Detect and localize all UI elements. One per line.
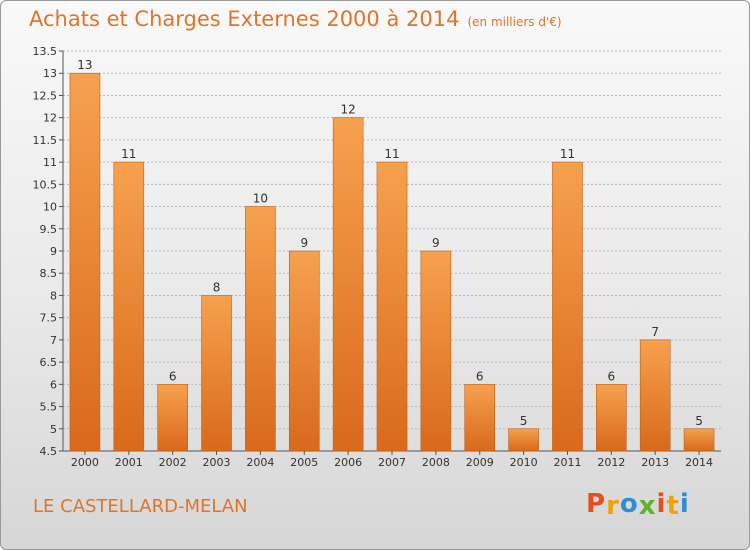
x-tick-label: 2009 <box>466 456 494 469</box>
bar <box>113 161 145 452</box>
bar-value-label: 7 <box>651 325 659 339</box>
chart-subtitle: (en milliers d'€) <box>467 15 562 29</box>
bar-value-label: 13 <box>77 58 92 72</box>
x-tick-label: 2010 <box>510 456 538 469</box>
bar-value-label: 9 <box>300 236 308 250</box>
chart-title-text: Achats et Charges Externes 2000 à 2014 <box>29 7 460 31</box>
bar <box>420 250 452 452</box>
x-tick-label: 2001 <box>115 456 143 469</box>
commune-name: LE CASTELLARD-MELAN <box>33 496 248 517</box>
bar-value-label: 9 <box>432 236 440 250</box>
bar <box>332 117 364 452</box>
y-tick-label: 13.5 <box>33 45 58 58</box>
y-tick-label: 8 <box>50 289 57 302</box>
y-tick-label: 11.5 <box>33 134 58 147</box>
y-tick-label: 7 <box>50 334 57 347</box>
logo-letter: o <box>619 489 639 519</box>
logo-letter: t <box>666 491 680 521</box>
logo-letter: x <box>638 491 657 521</box>
bar <box>69 72 101 452</box>
y-tick-label: 9 <box>50 245 57 258</box>
x-tick-label: 2012 <box>597 456 625 469</box>
proxiti-logo: Proxiti <box>586 489 690 521</box>
bar <box>596 384 627 452</box>
bar-value-label: 6 <box>169 369 177 383</box>
bar <box>157 384 188 452</box>
x-tick-label: 2000 <box>71 456 99 469</box>
y-tick-label: 7.5 <box>40 312 58 325</box>
bar-value-label: 5 <box>695 414 703 428</box>
x-tick-label: 2008 <box>422 456 450 469</box>
bar <box>464 384 496 452</box>
y-tick-label: 13 <box>43 67 57 80</box>
bar-value-label: 11 <box>384 147 399 161</box>
y-tick-label: 4.5 <box>40 445 58 458</box>
bar-value-label: 6 <box>608 369 616 383</box>
y-tick-label: 12.5 <box>33 89 58 102</box>
bar-value-label: 11 <box>121 147 136 161</box>
x-tick-label: 2005 <box>290 456 318 469</box>
bar <box>245 206 276 452</box>
x-tick-label: 2013 <box>641 456 669 469</box>
x-tick-label: 2003 <box>203 456 231 469</box>
bar-value-label: 10 <box>253 192 268 206</box>
y-tick-label: 5.5 <box>40 401 58 414</box>
y-tick-label: 12 <box>43 112 57 125</box>
logo-letter: i <box>656 489 667 519</box>
bar-value-label: 5 <box>520 414 528 428</box>
bar-value-label: 8 <box>213 280 221 294</box>
bar <box>683 428 715 452</box>
logo-letter: r <box>606 491 620 521</box>
bar-value-label: 12 <box>340 103 355 117</box>
bar <box>552 161 583 452</box>
y-tick-label: 11 <box>43 156 57 169</box>
y-tick-label: 6 <box>50 378 57 391</box>
bar <box>639 339 671 452</box>
x-tick-label: 2007 <box>378 456 406 469</box>
x-tick-label: 2011 <box>553 456 581 469</box>
bar <box>288 250 320 452</box>
x-tick-label: 2006 <box>334 456 362 469</box>
y-tick-label: 6.5 <box>40 356 58 369</box>
bar-value-label: 6 <box>476 369 484 383</box>
x-tick-label: 2014 <box>685 456 713 469</box>
y-tick-label: 9.5 <box>40 223 58 236</box>
y-tick-label: 5 <box>50 423 57 436</box>
y-tick-label: 10 <box>43 201 57 214</box>
bar <box>376 161 408 452</box>
bar <box>201 295 232 452</box>
bar <box>508 428 539 452</box>
x-tick-label: 2002 <box>159 456 187 469</box>
y-tick-label: 8.5 <box>40 267 58 280</box>
bar-value-label: 11 <box>560 147 575 161</box>
logo-letter: P <box>586 489 607 519</box>
logo-letter: i <box>679 489 690 519</box>
y-tick-label: 10.5 <box>33 178 58 191</box>
x-tick-label: 2004 <box>246 456 274 469</box>
chart-title: Achats et Charges Externes 2000 à 2014 (e… <box>29 7 562 31</box>
